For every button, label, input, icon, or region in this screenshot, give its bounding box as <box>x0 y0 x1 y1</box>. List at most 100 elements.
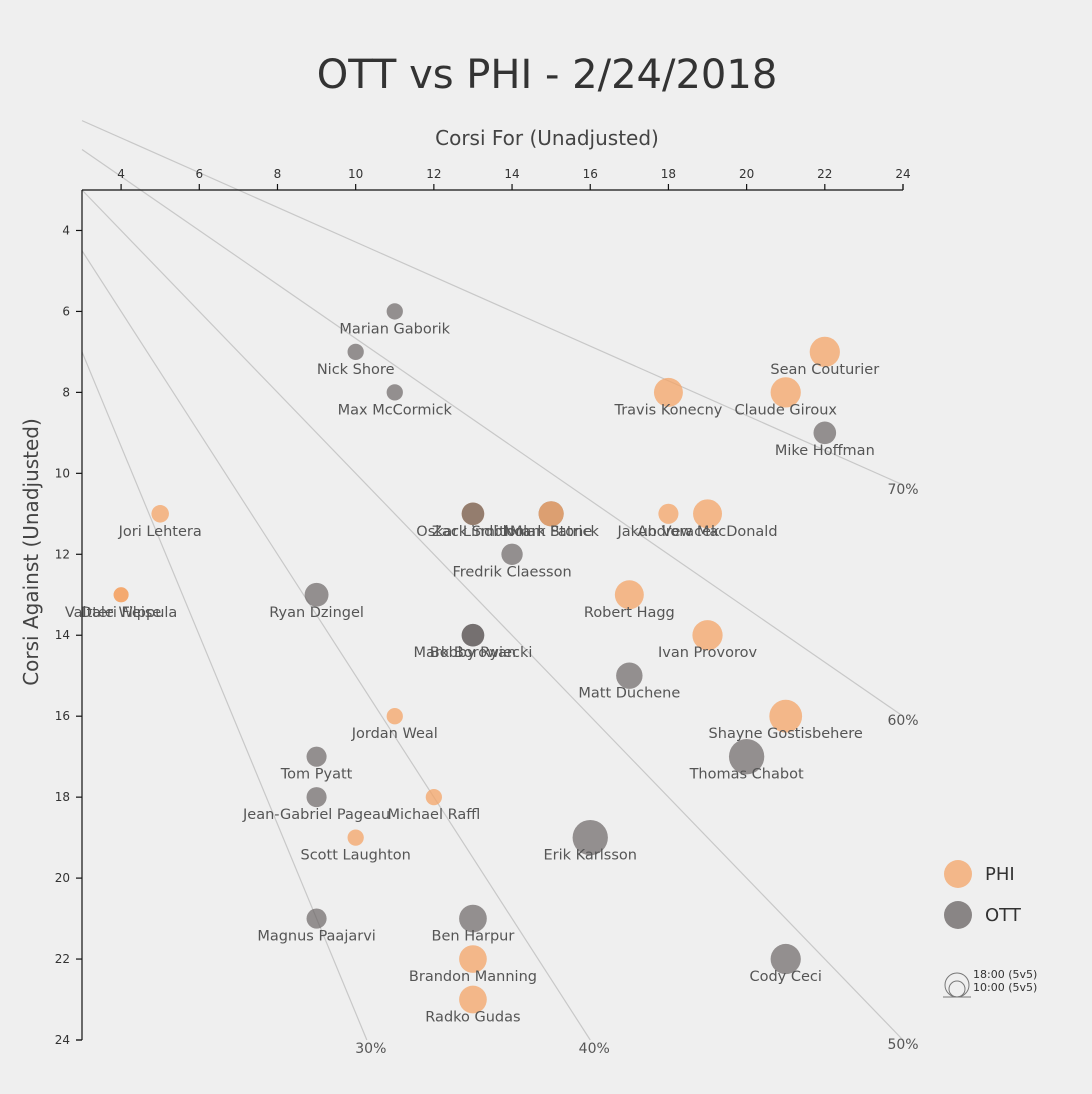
reference-line-70 <box>81 120 904 486</box>
point-label: Tom Pyatt <box>280 767 353 783</box>
point-label: Nolan Patrick <box>503 524 599 540</box>
point-labels: Marian Gaborik Nick Shore Max McCormick Sea… <box>65 321 879 1025</box>
point-label: Oskar Lindblom <box>416 524 529 540</box>
y-tick-label: 10 <box>55 466 70 480</box>
point-label: Erik Karlsson <box>544 848 637 864</box>
point-ott <box>306 746 327 767</box>
size-legend: 18:00 (5v5)10:00 (5v5) <box>943 968 1037 998</box>
x-tick-label: 16 <box>583 167 598 181</box>
point-ott <box>306 908 327 929</box>
point-label: Valtteri Filppula <box>65 605 177 621</box>
data-points <box>113 303 840 1014</box>
point-label: Zack Smith <box>432 524 514 540</box>
point-ott <box>813 421 837 445</box>
point-ott <box>572 819 608 856</box>
reference-line-label: 30% <box>355 1041 386 1057</box>
point-ott <box>304 582 329 607</box>
point-phi <box>653 377 683 407</box>
chart-title: OTT vs PHI - 2/24/2018 <box>317 52 778 98</box>
point-label: Jakub Voracek <box>616 524 720 540</box>
x-tick-label: 20 <box>739 167 754 181</box>
size-legend-label: 10:00 (5v5) <box>973 981 1037 994</box>
x-axis-title: Corsi For (Unadjusted) <box>435 126 659 150</box>
point-label: Jean-Gabriel Pageau <box>242 807 390 823</box>
point-phi <box>769 699 803 733</box>
point-label: Max McCormick <box>338 402 453 418</box>
point-phi <box>151 505 169 523</box>
y-tick-label: 18 <box>55 790 70 804</box>
point-label: Mark Stone <box>510 524 592 540</box>
y-axis-title: Corsi Against (Unadjusted) <box>19 418 43 686</box>
point-label: Andrew MacDonald <box>637 524 777 540</box>
point-label: Cody Ceci <box>749 969 821 985</box>
point-ott <box>501 543 523 565</box>
point-label: Fredrik Claesson <box>452 564 571 580</box>
team-legend: PHI OTT <box>944 860 1022 929</box>
point-label: Thomas Chabot <box>689 767 804 783</box>
point-ott <box>306 787 327 808</box>
reference-line-50 <box>81 189 904 1041</box>
y-tick-label: 22 <box>55 952 70 966</box>
point-ott <box>616 662 643 689</box>
point-phi <box>614 580 644 610</box>
size-legend-circle <box>948 980 966 998</box>
y-tick-label: 4 <box>62 223 70 237</box>
axes: 4 6 8 10 12 14 16 18 20 22 24 4 6 8 10 12 14 16 18 20 22 24 <box>55 167 911 1047</box>
point-phi <box>658 503 679 524</box>
point-label: Sean Couturier <box>770 362 879 378</box>
point-label: Travis Konecny <box>613 402 722 418</box>
y-tick-label: 14 <box>55 628 70 642</box>
x-tick-label: 24 <box>895 167 910 181</box>
legend-label-ott: OTT <box>985 905 1022 926</box>
point-ott <box>459 904 487 933</box>
point-ott <box>386 303 403 320</box>
point-phi <box>459 945 487 973</box>
legend-label-phi: PHI <box>985 864 1015 885</box>
reference-lines: 30% 40% 50% 60% 70% <box>81 120 919 1057</box>
reference-line-label: 40% <box>579 1041 610 1057</box>
point-label: Ryan Dzingel <box>269 605 364 621</box>
point-phi <box>425 789 442 806</box>
x-tick-label: 18 <box>661 167 676 181</box>
point-label: Jordan Weal <box>351 726 438 742</box>
y-tick-label: 6 <box>62 304 70 318</box>
point-ott <box>728 739 765 775</box>
point-phi <box>386 708 403 725</box>
point-label: Brandon Manning <box>409 969 537 985</box>
point-ott <box>461 623 485 647</box>
point-label: Ben Harpur <box>432 929 515 945</box>
point-phi <box>113 587 129 603</box>
x-tick-label: 4 <box>117 167 125 181</box>
point-label: Bobby Ryan <box>430 645 516 661</box>
point-label: Radko Gudas <box>425 1010 520 1026</box>
size-legend-label: 18:00 (5v5) <box>973 968 1037 981</box>
point-label: Ivan Provorov <box>658 645 758 661</box>
point-label: Shayne Gostisbehere <box>709 726 863 742</box>
point-label: Scott Laughton <box>301 848 411 864</box>
reference-line-label: 70% <box>887 482 918 498</box>
point-phi <box>693 499 723 529</box>
point-label: Nick Shore <box>317 362 395 378</box>
y-tick-label: 24 <box>55 1033 70 1047</box>
y-tick-label: 20 <box>55 871 70 885</box>
point-phi <box>538 501 564 527</box>
point-label: Mark Borowiecki <box>413 645 532 661</box>
y-tick-label: 8 <box>62 385 70 399</box>
point-phi <box>347 829 364 846</box>
point-label: Magnus Paajarvi <box>257 929 376 945</box>
point-ott <box>461 502 485 526</box>
legend-swatch-phi <box>944 860 972 888</box>
point-ott <box>386 384 403 401</box>
point-phi <box>770 377 801 408</box>
x-tick-label: 6 <box>195 167 203 181</box>
point-label: Michael Raffl <box>387 807 480 823</box>
point-ott <box>347 343 364 361</box>
point-phi <box>459 985 487 1014</box>
x-tick-label: 8 <box>274 167 282 181</box>
point-label: Mike Hoffman <box>775 443 875 459</box>
point-ott <box>770 943 801 975</box>
reference-line-label: 50% <box>887 1037 918 1053</box>
point-label: Jori Lehtera <box>118 524 202 540</box>
point-phi <box>809 336 840 368</box>
